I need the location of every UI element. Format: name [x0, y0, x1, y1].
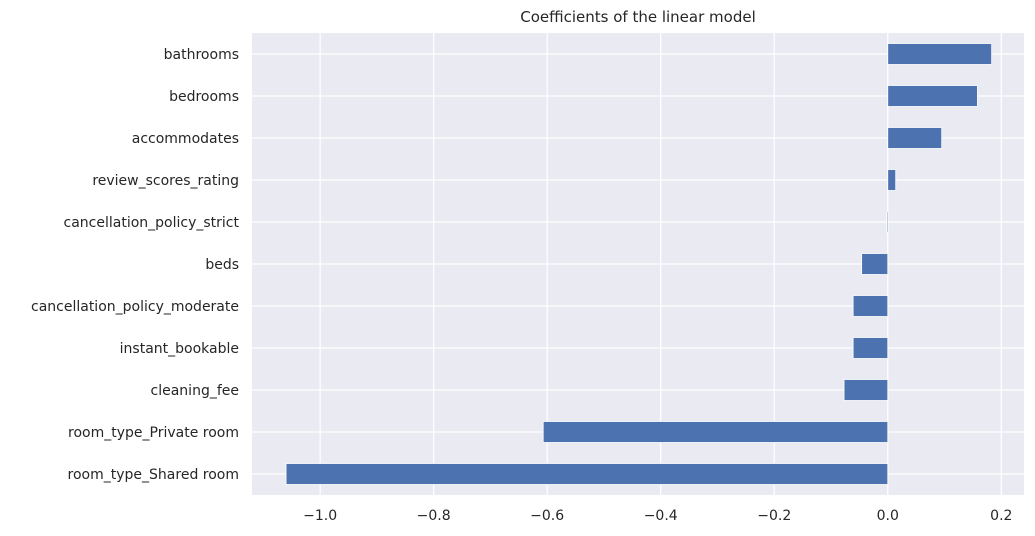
- y-tick-label: bathrooms: [164, 47, 239, 63]
- y-tick-label: cancellation_policy_moderate: [31, 299, 239, 315]
- bar: [886, 211, 889, 233]
- y-tick-labels: bathrooms bedrooms accommodates review_scor…: [31, 47, 240, 483]
- bar: [843, 379, 889, 401]
- chart-title: Coefficients of the linear model: [520, 8, 756, 26]
- x-tick-label: −0.4: [644, 508, 678, 524]
- x-tick-label: −0.6: [530, 508, 564, 524]
- y-tick-label: room_type_Private room: [68, 425, 239, 441]
- x-tick-label: 0.0: [877, 508, 899, 524]
- y-tick-label: beds: [205, 257, 239, 273]
- bar: [852, 337, 889, 359]
- x-tick-labels: −1.0 −0.8 −0.6 −0.4 −0.2 0.0 0.2: [303, 508, 1012, 524]
- bar: [861, 253, 889, 275]
- y-tick-label: accommodates: [132, 131, 239, 147]
- bar: [852, 295, 889, 317]
- bar: [887, 127, 943, 149]
- x-tick-label: −1.0: [303, 508, 337, 524]
- bar: [887, 43, 993, 65]
- y-tick-label: instant_bookable: [120, 341, 239, 357]
- bar: [887, 169, 897, 191]
- bar: [887, 85, 978, 107]
- y-tick-label: cancellation_policy_strict: [64, 215, 240, 231]
- y-tick-label: cleaning_fee: [151, 383, 239, 399]
- y-tick-label: review_scores_rating: [92, 173, 239, 189]
- y-tick-label: bedrooms: [169, 89, 239, 105]
- bar: [285, 463, 889, 485]
- x-tick-label: −0.2: [757, 508, 791, 524]
- bars: [285, 43, 993, 485]
- bar: [542, 421, 889, 443]
- x-tick-label: −0.8: [417, 508, 451, 524]
- x-tick-label: 0.2: [990, 508, 1012, 524]
- y-tick-label: room_type_Shared room: [68, 467, 239, 483]
